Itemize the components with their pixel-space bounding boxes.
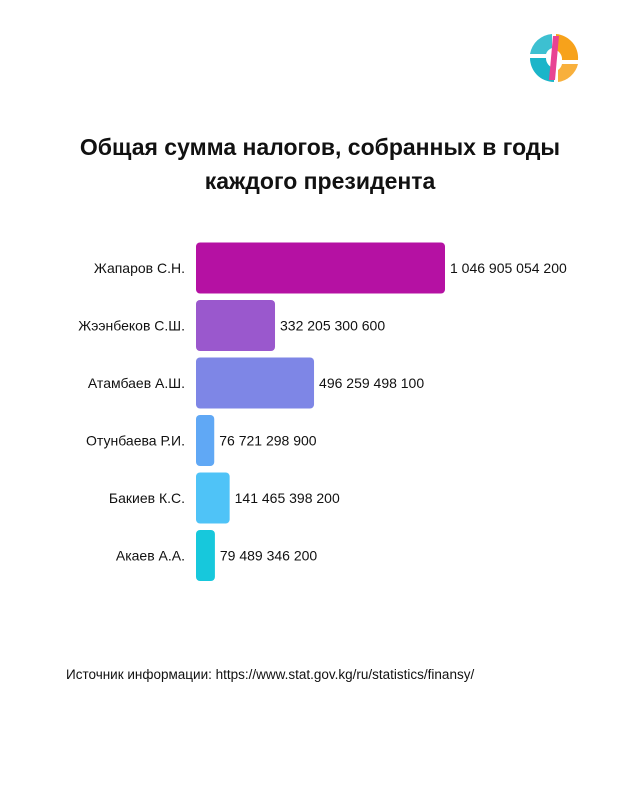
- bar: [196, 300, 276, 351]
- value-label: 496 259 498 100: [319, 375, 424, 391]
- chart-title-line-1: Общая сумма налогов, собранных в годы: [79, 134, 561, 160]
- value-label: 1 046 905 054 200: [450, 260, 567, 276]
- category-label: Жээнбеков С.Ш.: [78, 318, 185, 334]
- category-label: Акаев А.А.: [116, 548, 185, 564]
- source-note: Источник информации: https://www.stat.go…: [66, 667, 475, 682]
- value-label: 76 721 298 900: [219, 433, 317, 449]
- value-label: 141 465 398 200: [235, 490, 340, 506]
- category-label: Отунбаева Р.И.: [86, 433, 185, 449]
- bar: [196, 472, 230, 524]
- bar: [196, 415, 215, 466]
- category-label: Атамбаев А.Ш.: [88, 375, 185, 391]
- category-label: Жапаров С.Н.: [94, 260, 185, 276]
- value-label: 79 489 346 200: [220, 548, 318, 564]
- value-label: 332 205 300 600: [280, 318, 385, 334]
- bar-chart: Жапаров С.Н. 1 046 905 054 200 Жээнбеков С…: [78, 242, 567, 581]
- bar: [196, 530, 215, 581]
- chart-title-line-2: каждого президента: [204, 168, 436, 194]
- bar: [196, 242, 445, 294]
- category-label: Бакиев К.С.: [109, 490, 185, 506]
- chart-title: Общая сумма налогов, собранных в годы ка…: [0, 130, 640, 198]
- brand-logo-icon: [530, 34, 579, 82]
- bar: [196, 357, 315, 409]
